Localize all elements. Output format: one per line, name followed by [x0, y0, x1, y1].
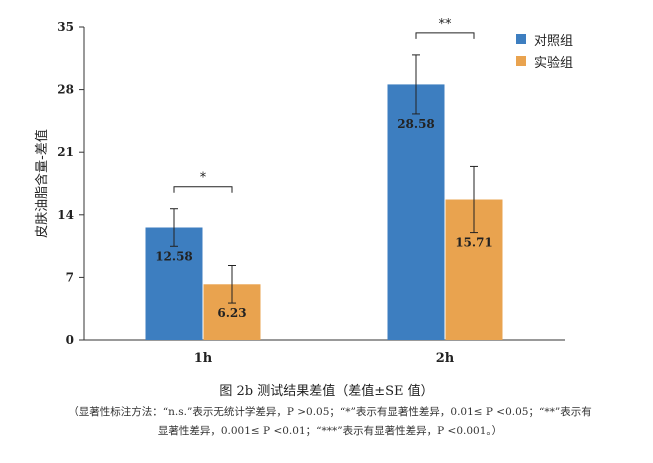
- legend-swatch-control: [516, 34, 526, 44]
- legend-swatch-experiment: [516, 56, 526, 66]
- y-tick-label: 0: [66, 333, 74, 347]
- data-label: 12.58: [155, 249, 193, 263]
- legend-label-experiment: 实验组: [534, 55, 574, 71]
- legend-item-experiment: 实验组: [516, 50, 573, 72]
- bar: [387, 84, 445, 340]
- y-axis-title: 皮肤油脂含量-差值: [34, 129, 50, 238]
- significance-marker: *: [200, 171, 207, 186]
- data-label: 28.58: [397, 117, 435, 131]
- significance-bracket: [173, 186, 233, 193]
- significance-note: （显著性标注方法：“n.s.”表示无统计学差异，P >0.05；“*”表示有显著…: [40, 403, 620, 441]
- note-line-2: 显著性差异，0.001≤ P <0.01；“***”表示有显著性差异，P <0.…: [157, 425, 503, 437]
- legend-label-control: 对照组: [534, 33, 574, 49]
- legend: 对照组 实验组: [516, 28, 573, 72]
- y-tick-label: 35: [57, 20, 74, 34]
- significance-marker: **: [439, 17, 453, 32]
- data-label: 15.71: [455, 236, 493, 250]
- bar-chart: 0 7 14 21 28 35 皮肤油脂含量-差值 1h 12.58 6.23 * 2h 28.58 15…: [34, 17, 565, 366]
- y-tick-label: 7: [66, 270, 74, 284]
- figure-caption: 图 2b 测试结果差值（差值±SE 值）: [219, 384, 434, 399]
- note-line-1: （显著性标注方法：“n.s.”表示无统计学差异，P >0.05；“*”表示有显著…: [68, 406, 592, 418]
- significance-bracket: [415, 32, 475, 39]
- legend-item-control: 对照组: [516, 28, 573, 50]
- x-tick-label: 2h: [436, 351, 455, 366]
- y-tick-label: 21: [57, 145, 74, 159]
- y-tick-label: 28: [57, 83, 74, 97]
- data-label: 6.23: [217, 306, 246, 320]
- x-tick-label: 1h: [194, 351, 213, 366]
- y-tick-label: 14: [57, 208, 74, 222]
